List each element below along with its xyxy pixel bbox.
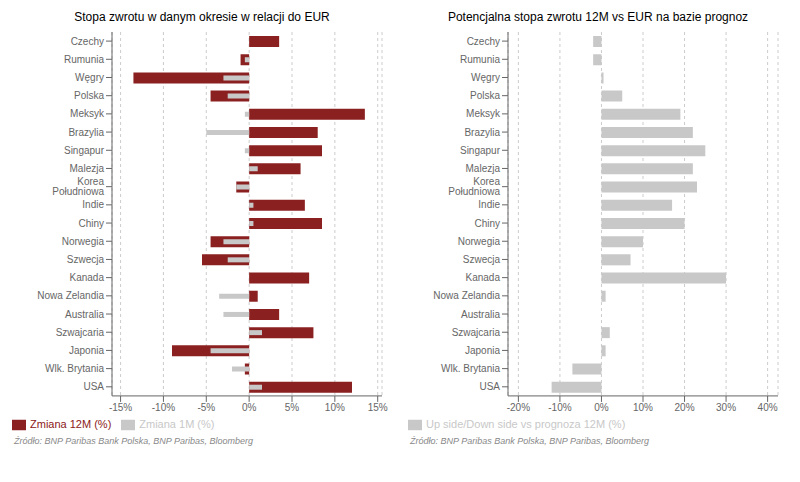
svg-text:-20%: -20% (507, 402, 530, 413)
svg-text:Malezja: Malezja (466, 163, 501, 174)
svg-text:0%: 0% (242, 402, 257, 413)
svg-text:Węgry: Węgry (75, 72, 104, 83)
svg-text:Wlk. Brytania: Wlk. Brytania (441, 363, 500, 374)
svg-text:Szwecja: Szwecja (67, 254, 105, 265)
svg-text:-15%: -15% (109, 402, 132, 413)
svg-text:Kanada: Kanada (70, 272, 105, 283)
svg-text:Malezja: Malezja (70, 163, 105, 174)
svg-text:KoreaPołudniowa: KoreaPołudniowa (52, 176, 104, 197)
svg-text:Singapur: Singapur (64, 145, 105, 156)
svg-text:Indie: Indie (478, 199, 500, 210)
svg-text:Australia: Australia (65, 309, 104, 320)
svg-text:Norwegia: Norwegia (62, 236, 105, 247)
svg-text:Szwajcaria: Szwajcaria (452, 327, 501, 338)
svg-text:10%: 10% (325, 402, 345, 413)
svg-text:Nowa Zelandia: Nowa Zelandia (433, 290, 500, 301)
svg-text:0%: 0% (594, 402, 609, 413)
svg-text:-5%: -5% (197, 402, 215, 413)
svg-text:20%: 20% (675, 402, 695, 413)
svg-text:Polska: Polska (74, 90, 104, 101)
svg-text:USA: USA (479, 381, 500, 392)
svg-text:Węgry: Węgry (471, 72, 500, 83)
svg-text:Szwecja: Szwecja (463, 254, 501, 265)
svg-text:Meksyk: Meksyk (466, 108, 501, 119)
svg-text:-10%: -10% (152, 402, 175, 413)
svg-text:Meksyk: Meksyk (70, 108, 105, 119)
svg-text:Brazylia: Brazylia (68, 127, 104, 138)
svg-text:15%: 15% (368, 402, 388, 413)
svg-text:Szwajcaria: Szwajcaria (56, 327, 105, 338)
svg-text:30%: 30% (716, 402, 736, 413)
svg-text:Kanada: Kanada (466, 272, 501, 283)
svg-text:Chiny: Chiny (78, 218, 104, 229)
svg-text:-10%: -10% (548, 402, 571, 413)
svg-text:Rumunia: Rumunia (64, 54, 104, 65)
svg-text:10%: 10% (633, 402, 653, 413)
svg-text:Wlk. Brytania: Wlk. Brytania (45, 363, 104, 374)
svg-text:Nowa Zelandia: Nowa Zelandia (37, 290, 104, 301)
svg-text:Japonia: Japonia (465, 345, 500, 356)
svg-text:Rumunia: Rumunia (460, 54, 500, 65)
svg-text:Japonia: Japonia (69, 345, 104, 356)
svg-text:USA: USA (83, 381, 104, 392)
svg-text:Singapur: Singapur (460, 145, 501, 156)
svg-text:Polska: Polska (470, 90, 500, 101)
svg-text:Czechy: Czechy (467, 36, 500, 47)
svg-text:KoreaPołudniowa: KoreaPołudniowa (448, 176, 500, 197)
html-text:Stopa zwrotu w danym okresie w: Stopa zwrotu w danym okresie w relacji d… (74, 10, 330, 24)
html-text:Up side/Down side vs prognoza: Up side/Down side vs prognoza 12M (%) (426, 417, 626, 430)
svg-text:Chiny: Chiny (474, 218, 500, 229)
html-text:Źródło: BNP Paribas Bank Polsk: Źródło: BNP Paribas Bank Polska, BNP Par… (410, 436, 649, 446)
html-text:Zmiana 12M (%): Zmiana 12M (%) (30, 417, 112, 430)
html-text:Źródło: BNP Paribas Bank Polsk: Źródło: BNP Paribas Bank Polska, BNP Par… (14, 436, 253, 446)
svg-text:Czechy: Czechy (71, 36, 104, 47)
html-text:Zmiana 1M (%): Zmiana 1M (%) (139, 417, 215, 430)
svg-text:Norwegia: Norwegia (458, 236, 501, 247)
svg-text:40%: 40% (758, 402, 778, 413)
svg-text:5%: 5% (285, 402, 300, 413)
svg-text:Brazylia: Brazylia (464, 127, 500, 138)
html-text:Potencjalna stopa zwrotu 12M v: Potencjalna stopa zwrotu 12M vs EUR na b… (447, 10, 749, 24)
svg-text:Australia: Australia (461, 309, 500, 320)
svg-text:Indie: Indie (82, 199, 104, 210)
